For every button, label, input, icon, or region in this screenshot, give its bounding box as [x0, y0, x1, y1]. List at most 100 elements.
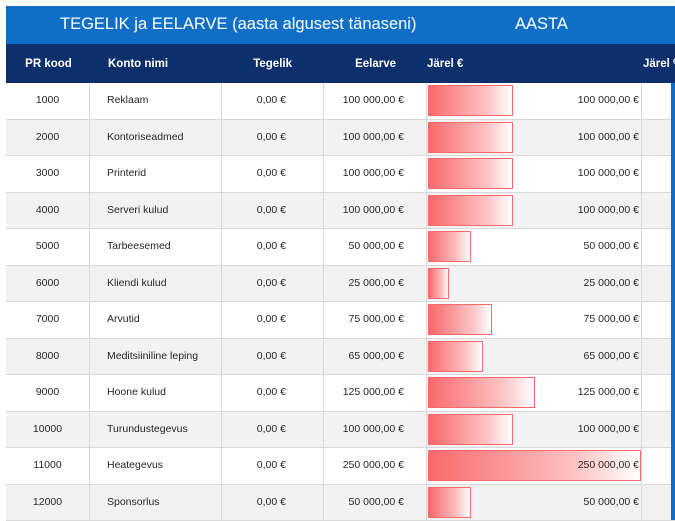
remaining-value: 75 000,00 € — [584, 302, 639, 338]
cell-budget[interactable]: 250 000,00 € — [324, 448, 426, 484]
cell-remaining-pct[interactable] — [641, 485, 675, 521]
cell-account-name[interactable]: Turundustegevus — [90, 412, 222, 448]
cell-budget[interactable]: 75 000,00 € — [324, 302, 426, 338]
remaining-value: 100 000,00 € — [578, 83, 639, 119]
remaining-value: 100 000,00 € — [578, 193, 639, 229]
cell-account-name[interactable]: Kontoriseadmed — [90, 120, 222, 156]
column-header-budget[interactable]: Eelarve — [324, 58, 396, 70]
cell-budget[interactable]: 100 000,00 € — [324, 83, 426, 119]
cell-remaining[interactable]: 65 000,00 € — [426, 339, 641, 375]
cell-budget[interactable]: 100 000,00 € — [324, 120, 426, 156]
cell-account-name[interactable]: Hoone kulud — [90, 375, 222, 411]
cell-account-name[interactable]: Printerid — [90, 156, 222, 192]
remaining-data-bar — [428, 85, 513, 116]
column-header-name[interactable]: Konto nimi — [108, 58, 168, 70]
cell-pr-code[interactable]: 9000 — [6, 375, 90, 411]
cell-actual[interactable]: 0,00 € — [222, 485, 324, 521]
cell-budget[interactable]: 100 000,00 € — [324, 412, 426, 448]
remaining-data-bar — [428, 304, 492, 335]
cell-pr-code[interactable]: 2000 — [6, 120, 90, 156]
cell-actual[interactable]: 0,00 € — [222, 156, 324, 192]
cell-remaining[interactable]: 50 000,00 € — [426, 485, 641, 521]
cell-account-name[interactable]: Kliendi kulud — [90, 266, 222, 302]
cell-actual[interactable]: 0,00 € — [222, 375, 324, 411]
cell-budget[interactable]: 65 000,00 € — [324, 339, 426, 375]
cell-pr-code[interactable]: 1000 — [6, 83, 90, 119]
remaining-value: 100 000,00 € — [578, 412, 639, 448]
cell-remaining[interactable]: 100 000,00 € — [426, 156, 641, 192]
cell-pr-code[interactable]: 3000 — [6, 156, 90, 192]
cell-remaining[interactable]: 250 000,00 € — [426, 448, 641, 484]
cell-budget[interactable]: 125 000,00 € — [324, 375, 426, 411]
cell-remaining-pct[interactable] — [641, 448, 675, 484]
cell-actual[interactable]: 0,00 € — [222, 412, 324, 448]
cell-pr-code[interactable]: 8000 — [6, 339, 90, 375]
remaining-data-bar — [428, 414, 513, 445]
column-header-remaining-pct[interactable]: Järel % — [643, 58, 675, 70]
cell-budget[interactable]: 100 000,00 € — [324, 193, 426, 229]
remaining-value: 125 000,00 € — [578, 375, 639, 411]
cell-pr-code[interactable]: 4000 — [6, 193, 90, 229]
cell-remaining-pct[interactable] — [641, 120, 675, 156]
cell-remaining[interactable]: 75 000,00 € — [426, 302, 641, 338]
column-header-actual[interactable]: Tegelik — [222, 58, 292, 70]
cell-remaining-pct[interactable] — [641, 339, 675, 375]
cell-actual[interactable]: 0,00 € — [222, 302, 324, 338]
report-title: TEGELIK ja EELARVE (aasta algusest tänas… — [60, 15, 416, 34]
cell-remaining-pct[interactable] — [641, 412, 675, 448]
cell-account-name[interactable]: Sponsorlus — [90, 485, 222, 521]
cell-remaining[interactable]: 100 000,00 € — [426, 120, 641, 156]
cell-pr-code[interactable]: 11000 — [6, 448, 90, 484]
cell-account-name[interactable]: Heategevus — [90, 448, 222, 484]
cell-remaining[interactable]: 100 000,00 € — [426, 83, 641, 119]
cell-remaining-pct[interactable] — [641, 156, 675, 192]
cell-account-name[interactable]: Serveri kulud — [90, 193, 222, 229]
cell-actual[interactable]: 0,00 € — [222, 229, 324, 265]
cell-remaining-pct[interactable] — [641, 83, 675, 119]
cell-account-name[interactable]: Tarbeesemed — [90, 229, 222, 265]
cell-remaining[interactable]: 125 000,00 € — [426, 375, 641, 411]
cell-remaining[interactable]: 25 000,00 € — [426, 266, 641, 302]
cell-budget[interactable]: 50 000,00 € — [324, 229, 426, 265]
cell-actual[interactable]: 0,00 € — [222, 266, 324, 302]
cell-budget[interactable]: 25 000,00 € — [324, 266, 426, 302]
cell-remaining-pct[interactable] — [641, 302, 675, 338]
cell-account-name[interactable]: Meditsiiniline leping — [90, 339, 222, 375]
cell-pr-code[interactable]: 7000 — [6, 302, 90, 338]
report-banner: TEGELIK ja EELARVE (aasta algusest tänas… — [6, 6, 675, 44]
cell-pr-code[interactable]: 10000 — [6, 412, 90, 448]
cell-actual[interactable]: 0,00 € — [222, 193, 324, 229]
cell-remaining[interactable]: 50 000,00 € — [426, 229, 641, 265]
remaining-data-bar — [428, 231, 471, 262]
cell-remaining-pct[interactable] — [641, 229, 675, 265]
cell-remaining-pct[interactable] — [641, 193, 675, 229]
cell-actual[interactable]: 0,00 € — [222, 120, 324, 156]
cell-pr-code[interactable]: 12000 — [6, 485, 90, 521]
cell-actual[interactable]: 0,00 € — [222, 339, 324, 375]
cell-pr-code[interactable]: 6000 — [6, 266, 90, 302]
remaining-value: 250 000,00 € — [578, 448, 639, 484]
remaining-data-bar — [428, 195, 513, 226]
cell-actual[interactable]: 0,00 € — [222, 83, 324, 119]
cell-pr-code[interactable]: 5000 — [6, 229, 90, 265]
cell-remaining-pct[interactable] — [641, 266, 675, 302]
cell-budget[interactable]: 50 000,00 € — [324, 485, 426, 521]
cell-budget[interactable]: 100 000,00 € — [324, 156, 426, 192]
remaining-data-bar — [428, 122, 513, 153]
column-header-remaining[interactable]: Järel € — [427, 58, 463, 70]
cell-account-name[interactable]: Reklaam — [90, 83, 222, 119]
cell-account-name[interactable]: Arvutid — [90, 302, 222, 338]
cell-remaining[interactable]: 100 000,00 € — [426, 193, 641, 229]
column-header-code[interactable]: PR kood — [6, 58, 91, 70]
cell-remaining[interactable]: 100 000,00 € — [426, 412, 641, 448]
sheet-edge-stripe — [671, 83, 675, 520]
cell-remaining-pct[interactable] — [641, 375, 675, 411]
cell-actual[interactable]: 0,00 € — [222, 448, 324, 484]
remaining-data-bar — [428, 377, 535, 408]
